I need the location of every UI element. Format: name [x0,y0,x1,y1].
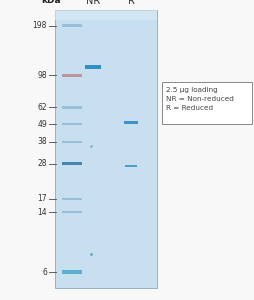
Bar [62,211,82,213]
Bar [123,121,138,124]
Text: 14: 14 [37,208,47,217]
Text: 6: 6 [42,268,47,277]
Bar [62,106,82,109]
Text: 28: 28 [37,159,47,168]
Text: 2.5 μg loading
NR = Non-reduced
R = Reduced: 2.5 μg loading NR = Non-reduced R = Redu… [165,87,233,111]
Bar [62,123,82,125]
Text: kDa: kDa [41,0,60,5]
Bar [62,141,82,143]
Bar [62,198,82,200]
Bar [62,162,82,165]
Text: 38: 38 [37,137,47,146]
Bar [62,270,82,274]
Bar [55,10,156,20]
Bar [62,74,82,77]
Text: 98: 98 [37,71,47,80]
Text: 62: 62 [37,103,47,112]
Text: 49: 49 [37,119,47,128]
Bar [62,24,82,27]
Bar [85,65,101,69]
Text: R: R [127,0,134,6]
Bar [161,82,251,124]
Text: 17: 17 [37,194,47,203]
Text: NR: NR [86,0,100,6]
Bar [55,10,156,288]
Bar [124,165,137,167]
Text: 198: 198 [33,21,47,30]
